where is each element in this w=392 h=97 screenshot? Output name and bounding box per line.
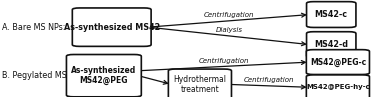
Text: MS42@PEG-c: MS42@PEG-c [310,58,366,67]
FancyBboxPatch shape [72,8,151,46]
Text: B. Pegylated MS NPs:: B. Pegylated MS NPs: [2,71,87,80]
FancyBboxPatch shape [307,2,356,27]
FancyBboxPatch shape [169,69,231,97]
Text: A. Bare MS NPs:: A. Bare MS NPs: [2,23,65,32]
Text: As-synthesized MS42: As-synthesized MS42 [64,23,160,32]
Text: MS42-d: MS42-d [314,40,348,49]
Text: Hydrothermal
treatment: Hydrothermal treatment [173,75,227,94]
Text: Centrifugation: Centrifugation [199,57,249,64]
Text: As-synthesized
MS42@PEG: As-synthesized MS42@PEG [71,66,136,85]
Text: MS42@PEG-hy-c: MS42@PEG-hy-c [306,84,370,90]
Text: Centrifugation: Centrifugation [244,77,294,83]
FancyBboxPatch shape [66,55,142,97]
FancyBboxPatch shape [307,75,369,97]
FancyBboxPatch shape [307,50,369,74]
FancyBboxPatch shape [307,32,356,58]
Text: MS42-c: MS42-c [315,10,348,19]
Text: Dialysis: Dialysis [215,27,242,33]
Text: Centrifugation: Centrifugation [203,12,254,18]
